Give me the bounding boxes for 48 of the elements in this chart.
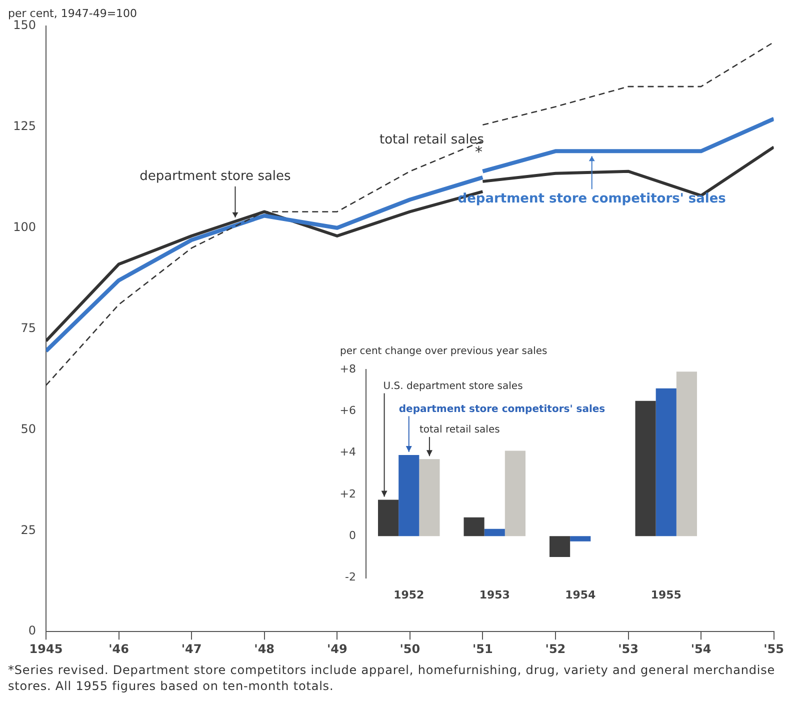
y-axis-title: per cent change over previous year sales (340, 346, 548, 357)
series-label: total retail sales (419, 424, 500, 436)
x-tick-label: '46 (108, 642, 129, 656)
x-tick-label: '50 (400, 642, 420, 656)
y-tick-label: 50 (20, 422, 36, 436)
y-tick-label: 125 (13, 119, 36, 134)
y-tick-label: +4 (340, 446, 356, 459)
y-tick-label: 150 (13, 18, 36, 32)
x-tick-label: '48 (254, 642, 275, 656)
y-tick-label: 100 (13, 220, 36, 234)
x-tick-label: '54 (690, 642, 712, 656)
y-tick-label: 75 (20, 320, 36, 335)
x-tick-label: 1955 (650, 588, 682, 602)
y-tick-label: 0 (349, 529, 356, 542)
y-tick-label: +2 (340, 487, 356, 500)
y-axis-title: per cent, 1947-49=100 (8, 7, 138, 20)
annotation: * (474, 143, 483, 162)
y-tick-label: -2 (345, 570, 356, 584)
text: U.S. department store sales (383, 380, 523, 392)
bar (504, 450, 526, 536)
x-tick-label: '53 (618, 642, 638, 656)
bar (419, 459, 440, 536)
x-tick-label: '49 (326, 642, 348, 656)
y-tick-label: +8 (340, 362, 356, 376)
x-tick-label: 1954 (565, 588, 596, 602)
y-tick-label: +6 (340, 404, 356, 418)
y-tick-label: 25 (20, 522, 36, 537)
bar (676, 372, 697, 536)
bar (484, 528, 505, 536)
x-tick-label: 1945 (29, 642, 63, 656)
x-tick-label: '51 (472, 642, 493, 656)
text: department store competitors' sales (398, 404, 606, 415)
series-label: department store competitors' sales (458, 192, 726, 207)
bar (378, 500, 399, 536)
bar (550, 536, 570, 557)
bar (635, 400, 656, 536)
text: department store sales (140, 168, 292, 184)
x-tick-label: 1953 (479, 588, 510, 602)
bar (570, 536, 591, 542)
x-tick-label: '55 (764, 642, 784, 656)
bar (398, 454, 420, 536)
text: *Series revised. Department store competitors include apparel, homefurnishing, drug, variety and general merchandise stores. All 1955 figures based on ten-month totals. (8, 662, 776, 694)
x-tick-label: '52 (545, 642, 566, 656)
x-tick-label: 1952 (394, 588, 424, 602)
x-tick-label: '47 (181, 642, 202, 656)
bar (464, 517, 484, 536)
bar (656, 388, 676, 536)
y-tick-label: 0 (28, 624, 36, 638)
